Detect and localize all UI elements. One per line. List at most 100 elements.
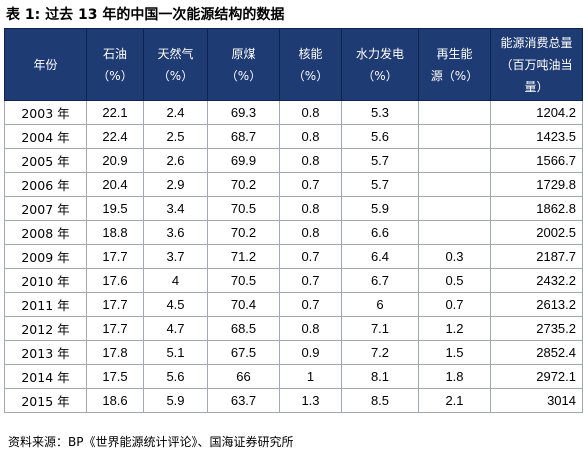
table-body: 2003 年 22.1 2.4 69.3 0.8 5.3 1204.2 2004 年 22.4 2… <box>4 100 583 413</box>
coal-cell: 68.7 <box>207 124 280 149</box>
table-header: 年份 石油 （%） 天然气 （%） 原煤 （%） 核能 （%） 水力发电 （%） 再生能 源（%） 能源消… <box>4 28 583 101</box>
oil-cell: 17.7 <box>86 244 144 269</box>
total-cell: 2432.2 <box>490 268 583 293</box>
nuclear-cell: 0.8 <box>279 148 342 173</box>
table-title: 表 1: 过去 13 年的中国一次能源结构的数据 <box>6 7 285 23</box>
hydro-cell: 6.7 <box>341 268 419 293</box>
renewable-cell <box>418 100 491 125</box>
nuclear-cell: 1 <box>279 364 342 389</box>
column-header-line: 源（%） <box>430 68 479 83</box>
gas-cell: 2.6 <box>143 148 208 173</box>
renewable-cell <box>418 172 491 197</box>
nuclear-cell: 0.8 <box>279 196 342 221</box>
nuclear-cell: 0.8 <box>279 100 342 125</box>
column-header-line: 能源消费总量 <box>500 35 573 50</box>
total-cell: 2972.1 <box>490 364 583 389</box>
year-cell: 2006 年 <box>4 172 87 197</box>
coal-cell: 70.5 <box>207 196 280 221</box>
table-row: 2005 年 20.9 2.6 69.9 0.8 5.7 1566.7 <box>4 148 583 173</box>
year-cell: 2005 年 <box>4 148 87 173</box>
nuclear-cell: 0.7 <box>279 244 342 269</box>
renewable-cell: 2.1 <box>418 388 491 413</box>
hydro-cell: 7.1 <box>341 316 419 341</box>
nuclear-cell: 0.8 <box>279 316 342 341</box>
renewable-cell: 0.3 <box>418 244 491 269</box>
total-cell: 2613.2 <box>490 292 583 317</box>
nuclear-cell: 1.3 <box>279 388 342 413</box>
nuclear-cell: 0.8 <box>279 220 342 245</box>
oil-cell: 18.8 <box>86 220 144 245</box>
oil-cell: 20.9 <box>86 148 144 173</box>
column-header-line: 量） <box>524 79 549 94</box>
total-cell: 3014 <box>490 388 583 413</box>
table-row: 2010 年 17.6 4 70.5 0.7 6.7 0.5 2432.2 <box>4 268 583 293</box>
total-cell: 2852.4 <box>490 340 583 365</box>
total-cell: 1862.8 <box>490 196 583 221</box>
total-cell: 1204.2 <box>490 100 583 125</box>
column-header-line: 核能 <box>298 46 323 61</box>
renewable-cell: 1.5 <box>418 340 491 365</box>
oil-cell: 17.7 <box>86 292 144 317</box>
gas-cell: 2.5 <box>143 124 208 149</box>
total-cell: 1423.5 <box>490 124 583 149</box>
column-header-year: 年份 <box>4 28 87 101</box>
renewable-cell: 1.8 <box>418 364 491 389</box>
year-cell: 2011 年 <box>4 292 87 317</box>
renewable-cell <box>418 220 491 245</box>
source-note: 资料来源：BP《世界能源统计评论》、国海证券研究所 <box>8 435 294 449</box>
column-header-line: 天然气 <box>157 46 194 61</box>
renewable-cell <box>418 124 491 149</box>
gas-cell: 2.4 <box>143 100 208 125</box>
year-cell: 2010 年 <box>4 268 87 293</box>
hydro-cell: 7.2 <box>341 340 419 365</box>
column-header-line: （%） <box>97 68 133 83</box>
column-header-line: 原煤 <box>231 46 256 61</box>
renewable-cell: 1.2 <box>418 316 491 341</box>
oil-cell: 22.4 <box>86 124 144 149</box>
table-row: 2004 年 22.4 2.5 68.7 0.8 5.6 1423.5 <box>4 124 583 149</box>
hydro-cell: 5.7 <box>341 148 419 173</box>
column-header-line: 年份 <box>33 57 58 72</box>
oil-cell: 18.6 <box>86 388 144 413</box>
gas-cell: 5.1 <box>143 340 208 365</box>
nuclear-cell: 0.8 <box>279 124 342 149</box>
year-cell: 2004 年 <box>4 124 87 149</box>
header-row: 年份 石油 （%） 天然气 （%） 原煤 （%） 核能 （%） 水力发电 （%） 再生能 源（%） 能源消… <box>4 28 583 101</box>
year-cell: 2003 年 <box>4 100 87 125</box>
gas-cell: 3.6 <box>143 220 208 245</box>
year-cell: 2009 年 <box>4 244 87 269</box>
column-header-nuclear: 核能 （%） <box>279 28 342 101</box>
column-header-line: 再生能 <box>436 46 473 61</box>
gas-cell: 5.6 <box>143 364 208 389</box>
coal-cell: 71.2 <box>207 244 280 269</box>
table-row: 2015 年 18.6 5.9 63.7 1.3 8.5 2.1 3014 <box>4 388 583 413</box>
hydro-cell: 5.7 <box>341 172 419 197</box>
coal-cell: 68.5 <box>207 316 280 341</box>
hydro-cell: 5.3 <box>341 100 419 125</box>
renewable-cell: 0.7 <box>418 292 491 317</box>
coal-cell: 66 <box>207 364 280 389</box>
nuclear-cell: 0.7 <box>279 268 342 293</box>
column-header-renewable: 再生能源（%） <box>418 28 491 101</box>
renewable-cell <box>418 196 491 221</box>
year-cell: 2014 年 <box>4 364 87 389</box>
oil-cell: 17.6 <box>86 268 144 293</box>
column-header-total: 能源消费总量 （百万吨油当 量） <box>490 28 583 101</box>
hydro-cell: 5.9 <box>341 196 419 221</box>
coal-cell: 70.4 <box>207 292 280 317</box>
oil-cell: 20.4 <box>86 172 144 197</box>
year-cell: 2007 年 <box>4 196 87 221</box>
gas-cell: 2.9 <box>143 172 208 197</box>
column-header-line: （%） <box>292 68 329 83</box>
coal-cell: 70.2 <box>207 172 280 197</box>
column-header-line: （百万吨油当 <box>500 57 573 72</box>
year-cell: 2013 年 <box>4 340 87 365</box>
gas-cell: 3.7 <box>143 244 208 269</box>
year-cell: 2008 年 <box>4 220 87 245</box>
nuclear-cell: 0.9 <box>279 340 342 365</box>
table-row: 2013 年 17.8 5.1 67.5 0.9 7.2 1.5 2852.4 <box>4 340 583 365</box>
total-cell: 1566.7 <box>490 148 583 173</box>
oil-cell: 19.5 <box>86 196 144 221</box>
year-cell: 2012 年 <box>4 316 87 341</box>
gas-cell: 4.5 <box>143 292 208 317</box>
